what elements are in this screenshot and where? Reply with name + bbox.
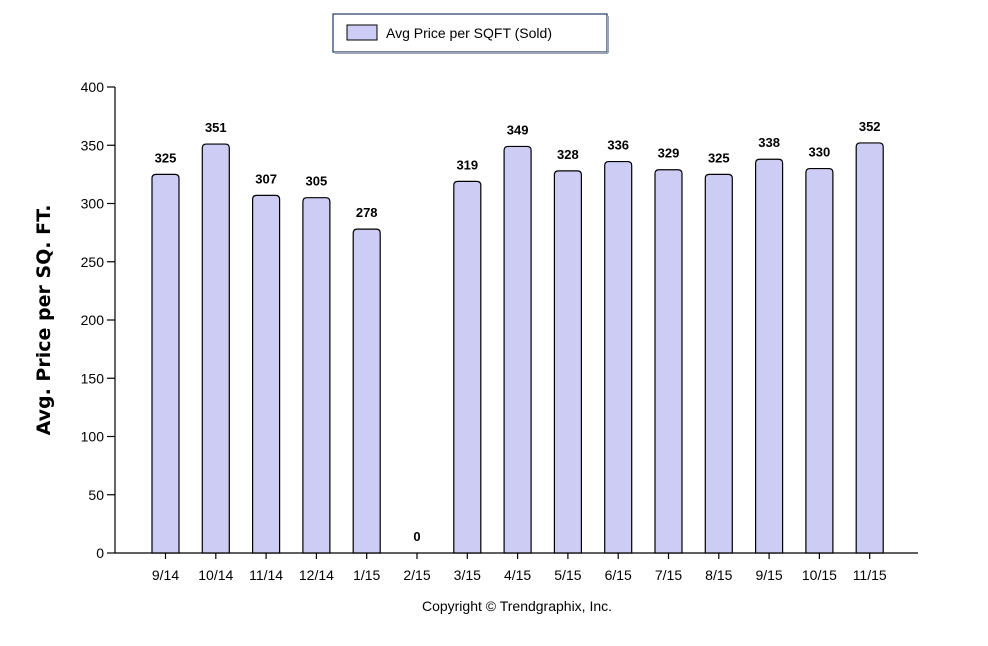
bar-1-15 bbox=[352, 228, 381, 554]
y-tick-label: 100 bbox=[81, 429, 105, 445]
bar-7-15 bbox=[654, 169, 683, 554]
x-tick-label: 9/14 bbox=[152, 567, 179, 583]
data-label: 336 bbox=[607, 138, 629, 153]
bar-11-15 bbox=[855, 142, 884, 554]
x-tick-label: 10/15 bbox=[802, 567, 837, 583]
y-axis-ticks: 0 50 100 150 200 250 300 350 400 bbox=[81, 79, 115, 561]
data-label: 352 bbox=[859, 119, 881, 134]
bar-4-15 bbox=[503, 145, 532, 554]
x-tick-label: 8/15 bbox=[705, 567, 732, 583]
bar-9-14 bbox=[151, 173, 180, 554]
x-tick-label: 3/15 bbox=[454, 567, 481, 583]
y-tick-label: 250 bbox=[81, 254, 105, 270]
x-tick-label: 4/15 bbox=[504, 567, 531, 583]
y-tick-label: 300 bbox=[81, 196, 105, 212]
x-tick-label: 11/15 bbox=[853, 567, 887, 583]
bar-10-15 bbox=[805, 167, 834, 554]
data-label: 325 bbox=[155, 150, 177, 165]
x-tick-label: 2/15 bbox=[403, 567, 430, 583]
y-tick-label: 50 bbox=[88, 487, 104, 503]
bar-10-14 bbox=[201, 143, 230, 554]
bar-12-14 bbox=[302, 197, 331, 554]
data-label: 349 bbox=[507, 122, 529, 137]
bar-11-14 bbox=[252, 194, 281, 554]
data-label: 328 bbox=[557, 147, 579, 162]
x-tick-label: 9/15 bbox=[755, 567, 782, 583]
bar-6-15 bbox=[604, 160, 633, 554]
bar-3-15 bbox=[453, 180, 482, 554]
x-tick-label: 11/14 bbox=[249, 567, 283, 583]
data-label: 325 bbox=[708, 150, 730, 165]
x-axis-ticks: 9/14 10/14 11/14 12/14 1/15 2/15 3/15 4/15 5/15 6… bbox=[152, 553, 887, 583]
y-tick-label: 400 bbox=[81, 79, 105, 95]
x-tick-label: 7/15 bbox=[655, 567, 682, 583]
y-tick-label: 200 bbox=[81, 312, 105, 328]
y-axis-title: Avg. Price per SQ. FT. bbox=[33, 205, 55, 436]
y-tick-label: 0 bbox=[96, 545, 104, 561]
x-tick-label: 5/15 bbox=[554, 567, 581, 583]
data-label: 338 bbox=[758, 135, 780, 150]
bars: 325 351 307 305 278 0 319 349 328 336 329 325 338 330… bbox=[151, 119, 884, 554]
copyright-text: Copyright © Trendgraphix, Inc. bbox=[422, 598, 612, 614]
data-label: 305 bbox=[306, 174, 328, 189]
bar-9-15 bbox=[755, 158, 784, 554]
data-label: 330 bbox=[809, 145, 831, 160]
y-tick-label: 350 bbox=[81, 137, 105, 153]
data-label: 329 bbox=[658, 146, 680, 161]
y-tick-label: 150 bbox=[81, 370, 105, 386]
legend-entry-label: Avg Price per SQFT (Sold) bbox=[386, 25, 552, 41]
bar-5-15 bbox=[553, 170, 582, 554]
data-label: 351 bbox=[205, 120, 227, 135]
x-tick-label: 1/15 bbox=[353, 567, 380, 583]
x-tick-label: 10/14 bbox=[198, 567, 233, 583]
data-label: 278 bbox=[356, 205, 378, 220]
x-tick-label: 12/14 bbox=[299, 567, 334, 583]
x-tick-label: 6/15 bbox=[605, 567, 632, 583]
data-label: 307 bbox=[255, 171, 277, 186]
legend-swatch bbox=[346, 24, 378, 41]
legend: Avg Price per SQFT (Sold) bbox=[332, 13, 609, 54]
bar-8-15 bbox=[704, 173, 733, 554]
data-label: 0 bbox=[413, 529, 420, 544]
legend-box bbox=[332, 13, 608, 53]
data-label: 319 bbox=[456, 157, 478, 172]
